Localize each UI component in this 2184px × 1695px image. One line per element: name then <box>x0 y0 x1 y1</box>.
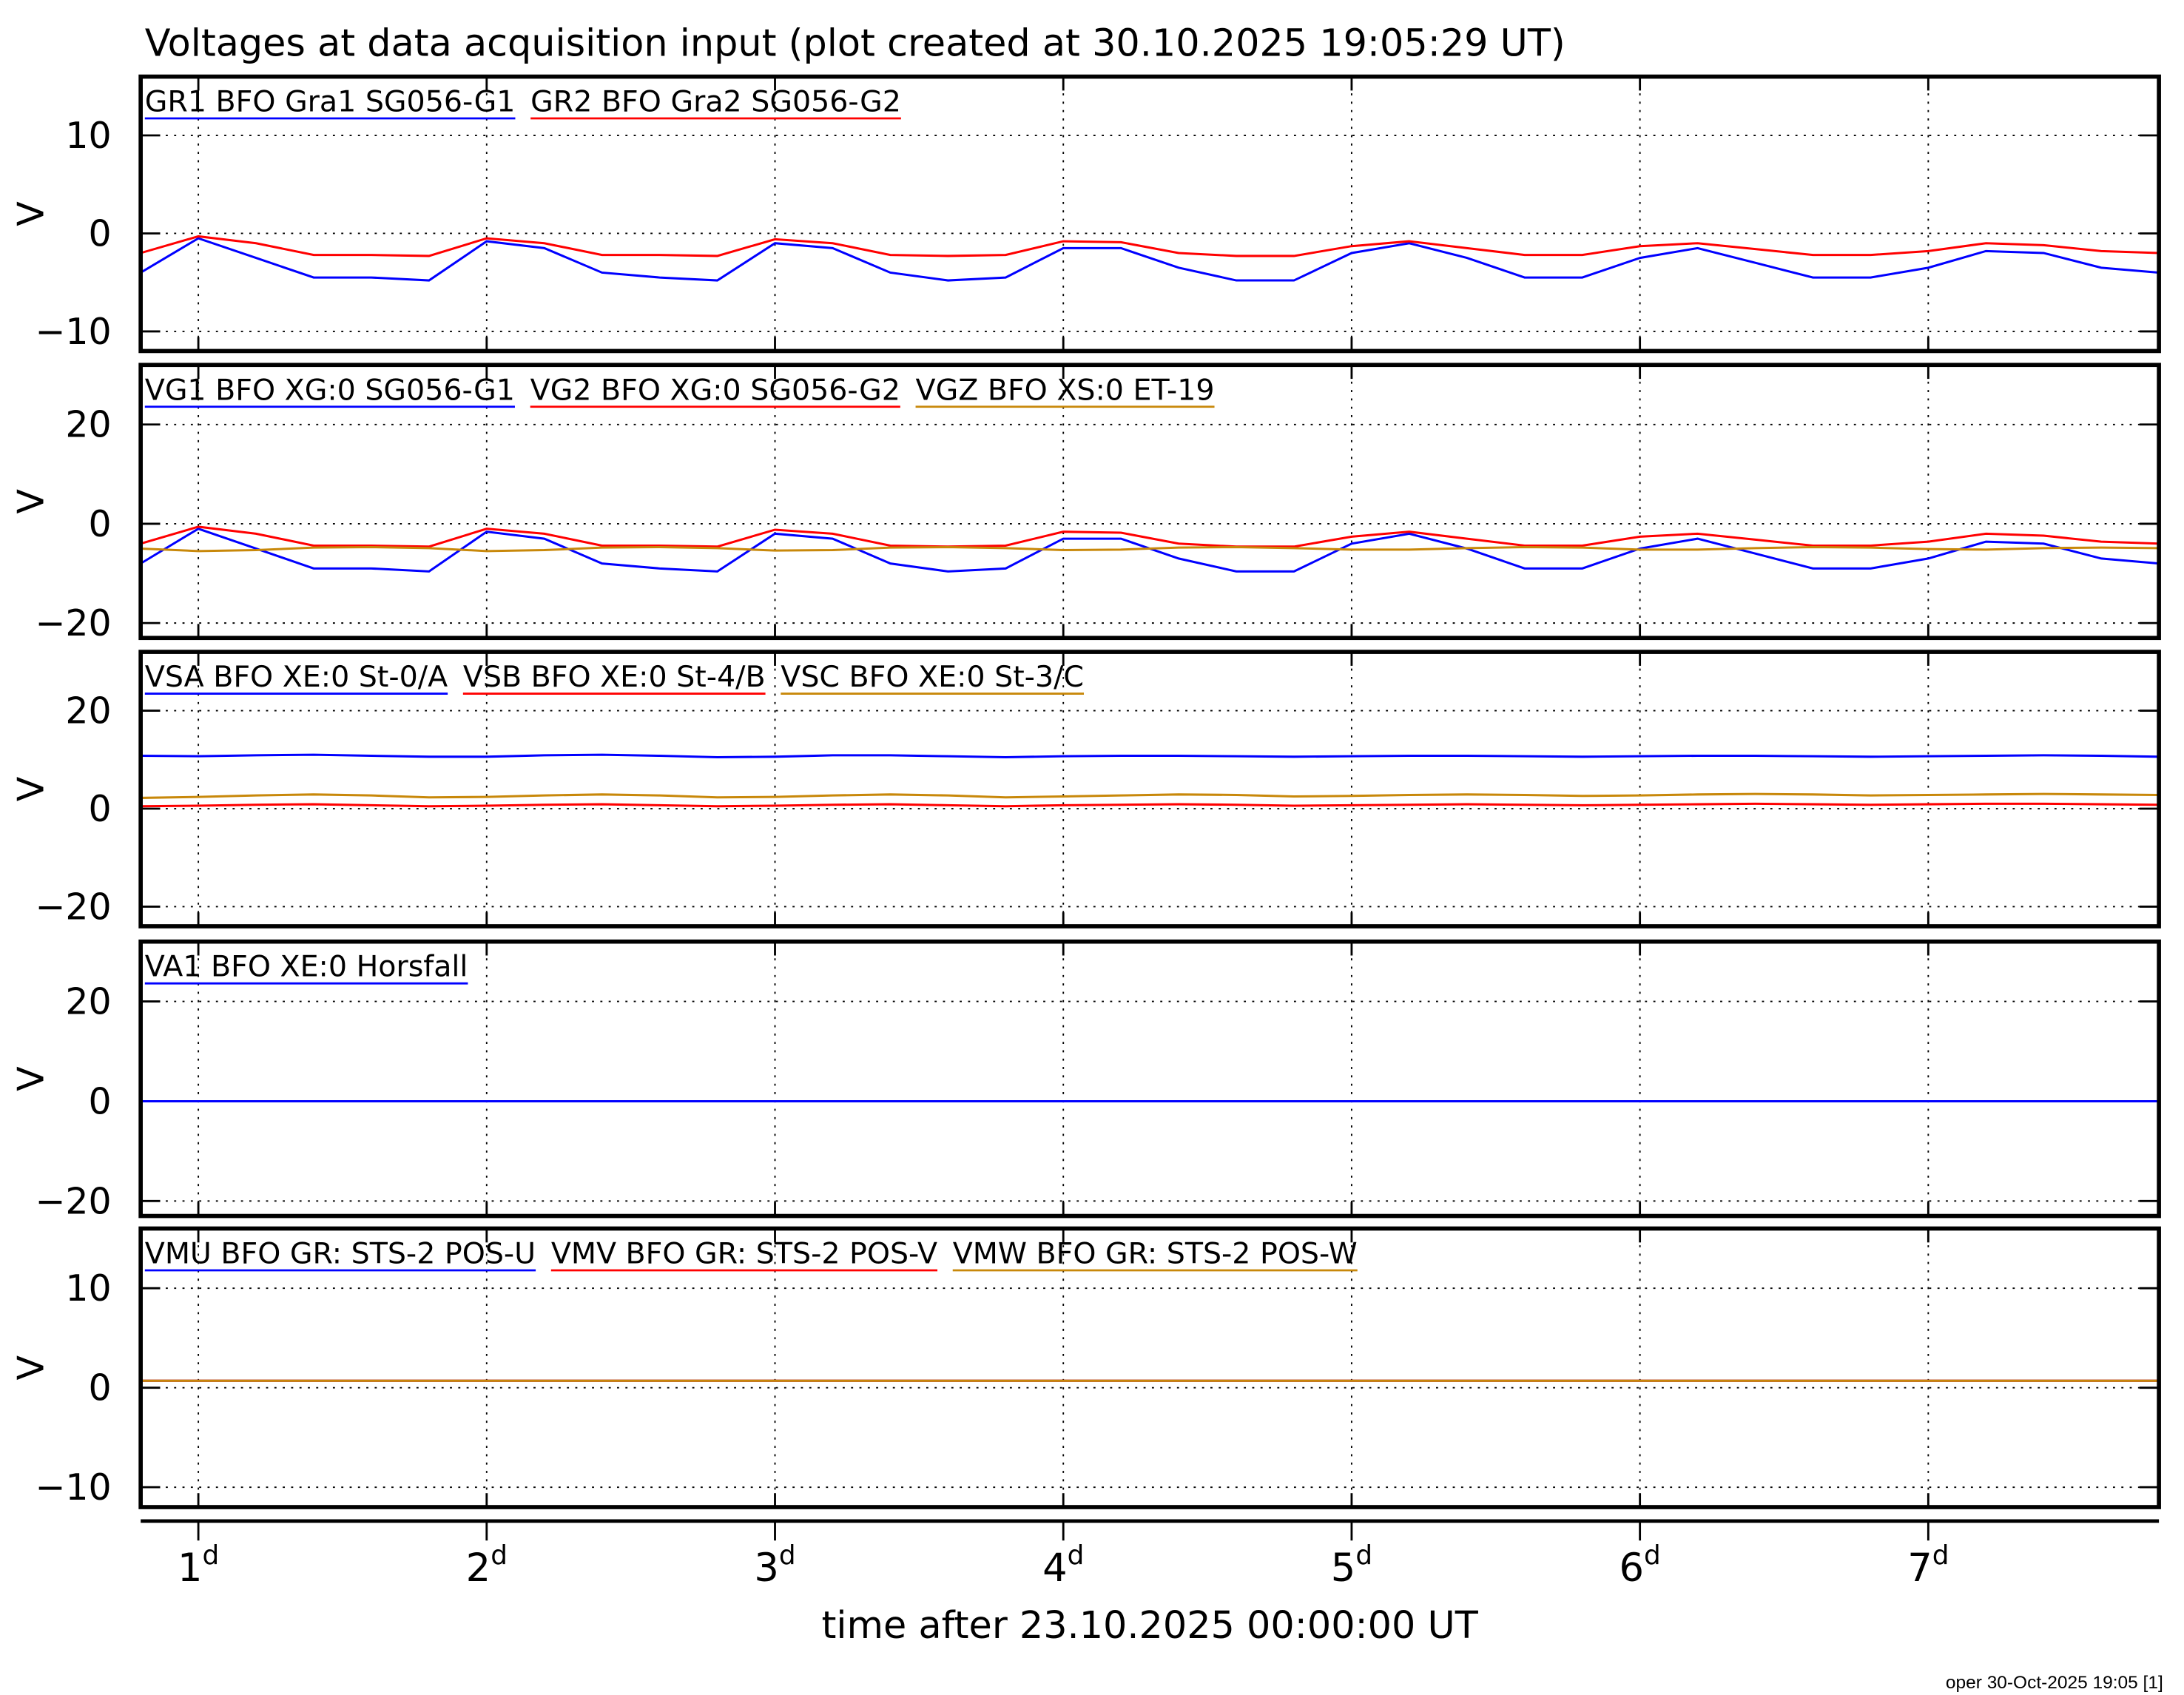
chart-title: Voltages at data acquisition input (plot… <box>145 21 1565 64</box>
y-tick-label: 0 <box>88 212 111 255</box>
legend-label: VMW BFO GR: STS-2 POS-W <box>953 1237 1358 1271</box>
legend-label: VSA BFO XE:0 St-0/A <box>145 660 448 694</box>
series-line <box>141 792 2160 799</box>
series-line <box>141 545 2160 553</box>
legend-label: VA1 BFO XE:0 Horsfall <box>145 950 468 984</box>
y-tick-label: −10 <box>35 311 111 353</box>
x-tick-label: 5d <box>1331 1540 1372 1591</box>
series-line <box>141 802 2160 808</box>
legend-label: VG1 BFO XG:0 SG056-G1 <box>145 373 515 407</box>
footer: oper 30-Oct-2025 19:05 [1] <box>1946 1673 2163 1693</box>
legend-label: VSB BFO XE:0 St-4/B <box>463 660 766 694</box>
y-tick-label: 0 <box>88 1367 111 1409</box>
x-tick-label: 3d <box>754 1540 795 1591</box>
legend-label: GR1 BFO Gra1 SG056-G1 <box>145 85 516 119</box>
panel-frame <box>138 1226 2161 1509</box>
y-tick-label: 0 <box>88 503 111 545</box>
panel-frame <box>138 939 2161 1219</box>
legend-label: VSC BFO XE:0 St-3/C <box>781 660 1084 694</box>
y-axis-label: V <box>10 776 52 801</box>
panel-frame <box>138 650 2161 929</box>
y-tick-label: 0 <box>88 788 111 830</box>
y-tick-label: 10 <box>65 115 111 157</box>
legend-label: VMU BFO GR: STS-2 POS-U <box>145 1237 536 1271</box>
y-tick-label: −10 <box>35 1466 111 1509</box>
y-tick-label: 20 <box>65 981 111 1023</box>
y-axis-label: V <box>10 1066 52 1091</box>
y-axis-label: V <box>10 488 52 513</box>
y-axis-label: V <box>10 201 52 226</box>
x-tick-label: 2d <box>466 1540 508 1591</box>
series-line <box>141 237 2160 282</box>
series-line <box>141 753 2160 758</box>
panel-frame <box>138 74 2161 354</box>
x-tick-label: 4d <box>1042 1540 1084 1591</box>
y-tick-label: 20 <box>65 690 111 732</box>
y-tick-label: −20 <box>35 1180 111 1222</box>
y-tick-label: −20 <box>35 602 111 644</box>
legend-label: VMV BFO GR: STS-2 POS-V <box>551 1237 937 1271</box>
y-axis-label: V <box>10 1355 52 1381</box>
series-line <box>141 525 2160 548</box>
x-axis-label: time after 23.10.2025 00:00:00 UT <box>821 1603 1478 1647</box>
legend-label: VG2 BFO XG:0 SG056-G2 <box>530 373 900 407</box>
y-tick-label: 0 <box>88 1080 111 1122</box>
legend-label: VGZ BFO XS:0 ET-19 <box>916 373 1215 407</box>
y-tick-label: 10 <box>65 1267 111 1310</box>
y-tick-label: 20 <box>65 404 111 446</box>
panel-frame <box>138 363 2161 641</box>
x-tick-label: 1d <box>178 1540 219 1591</box>
series-line <box>141 235 2160 257</box>
y-tick-label: −20 <box>35 886 111 928</box>
legend-label: GR2 BFO Gra2 SG056-G2 <box>530 85 901 119</box>
x-tick-label: 7d <box>1907 1540 1949 1591</box>
x-tick-label: 6d <box>1620 1540 1661 1591</box>
